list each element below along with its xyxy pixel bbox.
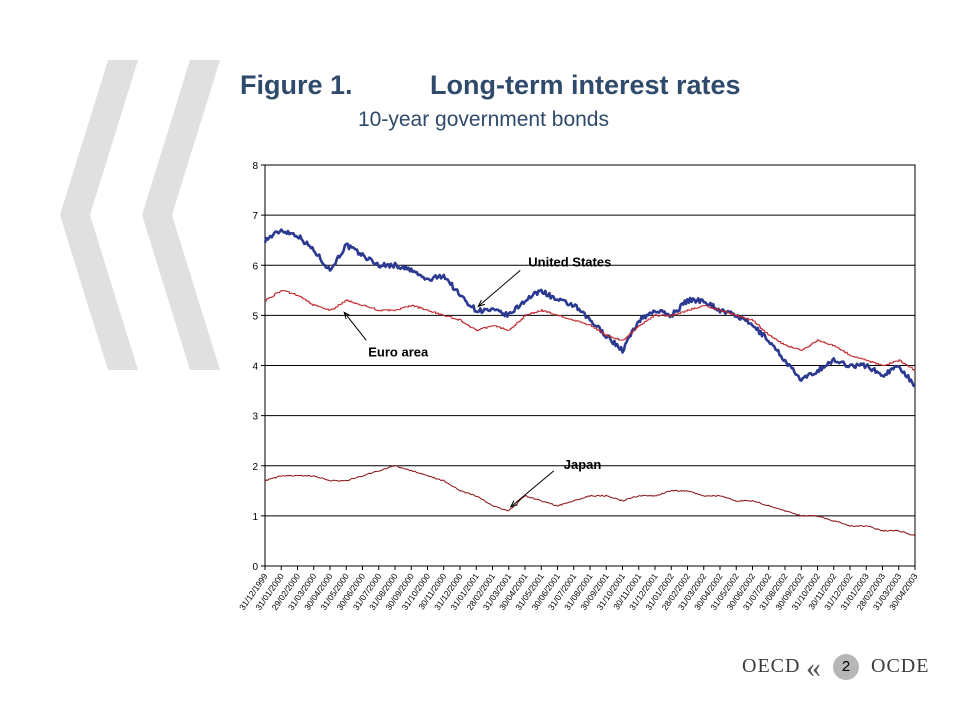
y-tick-label: 4 [252,362,258,373]
annotation-label: United States [528,254,611,269]
x-axis: 31/12/199931/01/200029/02/200031/03/2000… [237,566,920,612]
chart-series [263,228,916,537]
y-tick-label: 7 [252,211,258,222]
annotation-arrow [510,470,555,508]
oecd-chevron-icon: « [806,651,821,684]
y-axis: 0 1 2 3 4 5 6 7 8 [252,161,265,573]
y-tick-label: 2 [252,462,258,473]
figure-title: Figure 1. Long-term interest rates [240,70,741,101]
annotation-arrow [343,312,367,341]
chart-grid [264,164,916,567]
y-tick-label: 0 [252,562,258,573]
y-tick-label: 6 [252,261,258,272]
annotation-label: Euro area [368,344,429,359]
annotation-label: Japan [564,457,602,472]
figure-number: Figure 1. [240,70,353,100]
figure-subtitle: 10-year government bonds [358,108,609,131]
ocde-logo-text: OCDE [871,655,930,677]
figure-title-text: Long-term interest rates [430,70,741,100]
series-line-euro-area [265,290,916,371]
page-number: 2 [833,654,859,680]
annotation-arrowhead [343,311,351,320]
oecd-logo-text: OECD [742,655,801,677]
annotation-arrowhead [509,500,518,508]
series-line-japan [264,465,916,537]
chart-annotations: United States Euro area Japan [343,254,611,508]
y-tick-label: 8 [252,161,258,172]
series-line-united-states [263,228,916,388]
oecd-chevron-watermark [60,60,220,370]
y-tick-label: 5 [252,311,258,322]
annotation-arrowhead [477,299,486,308]
annotation-arrow [477,269,521,307]
y-tick-label: 3 [252,412,258,423]
y-tick-label: 1 [252,512,258,523]
